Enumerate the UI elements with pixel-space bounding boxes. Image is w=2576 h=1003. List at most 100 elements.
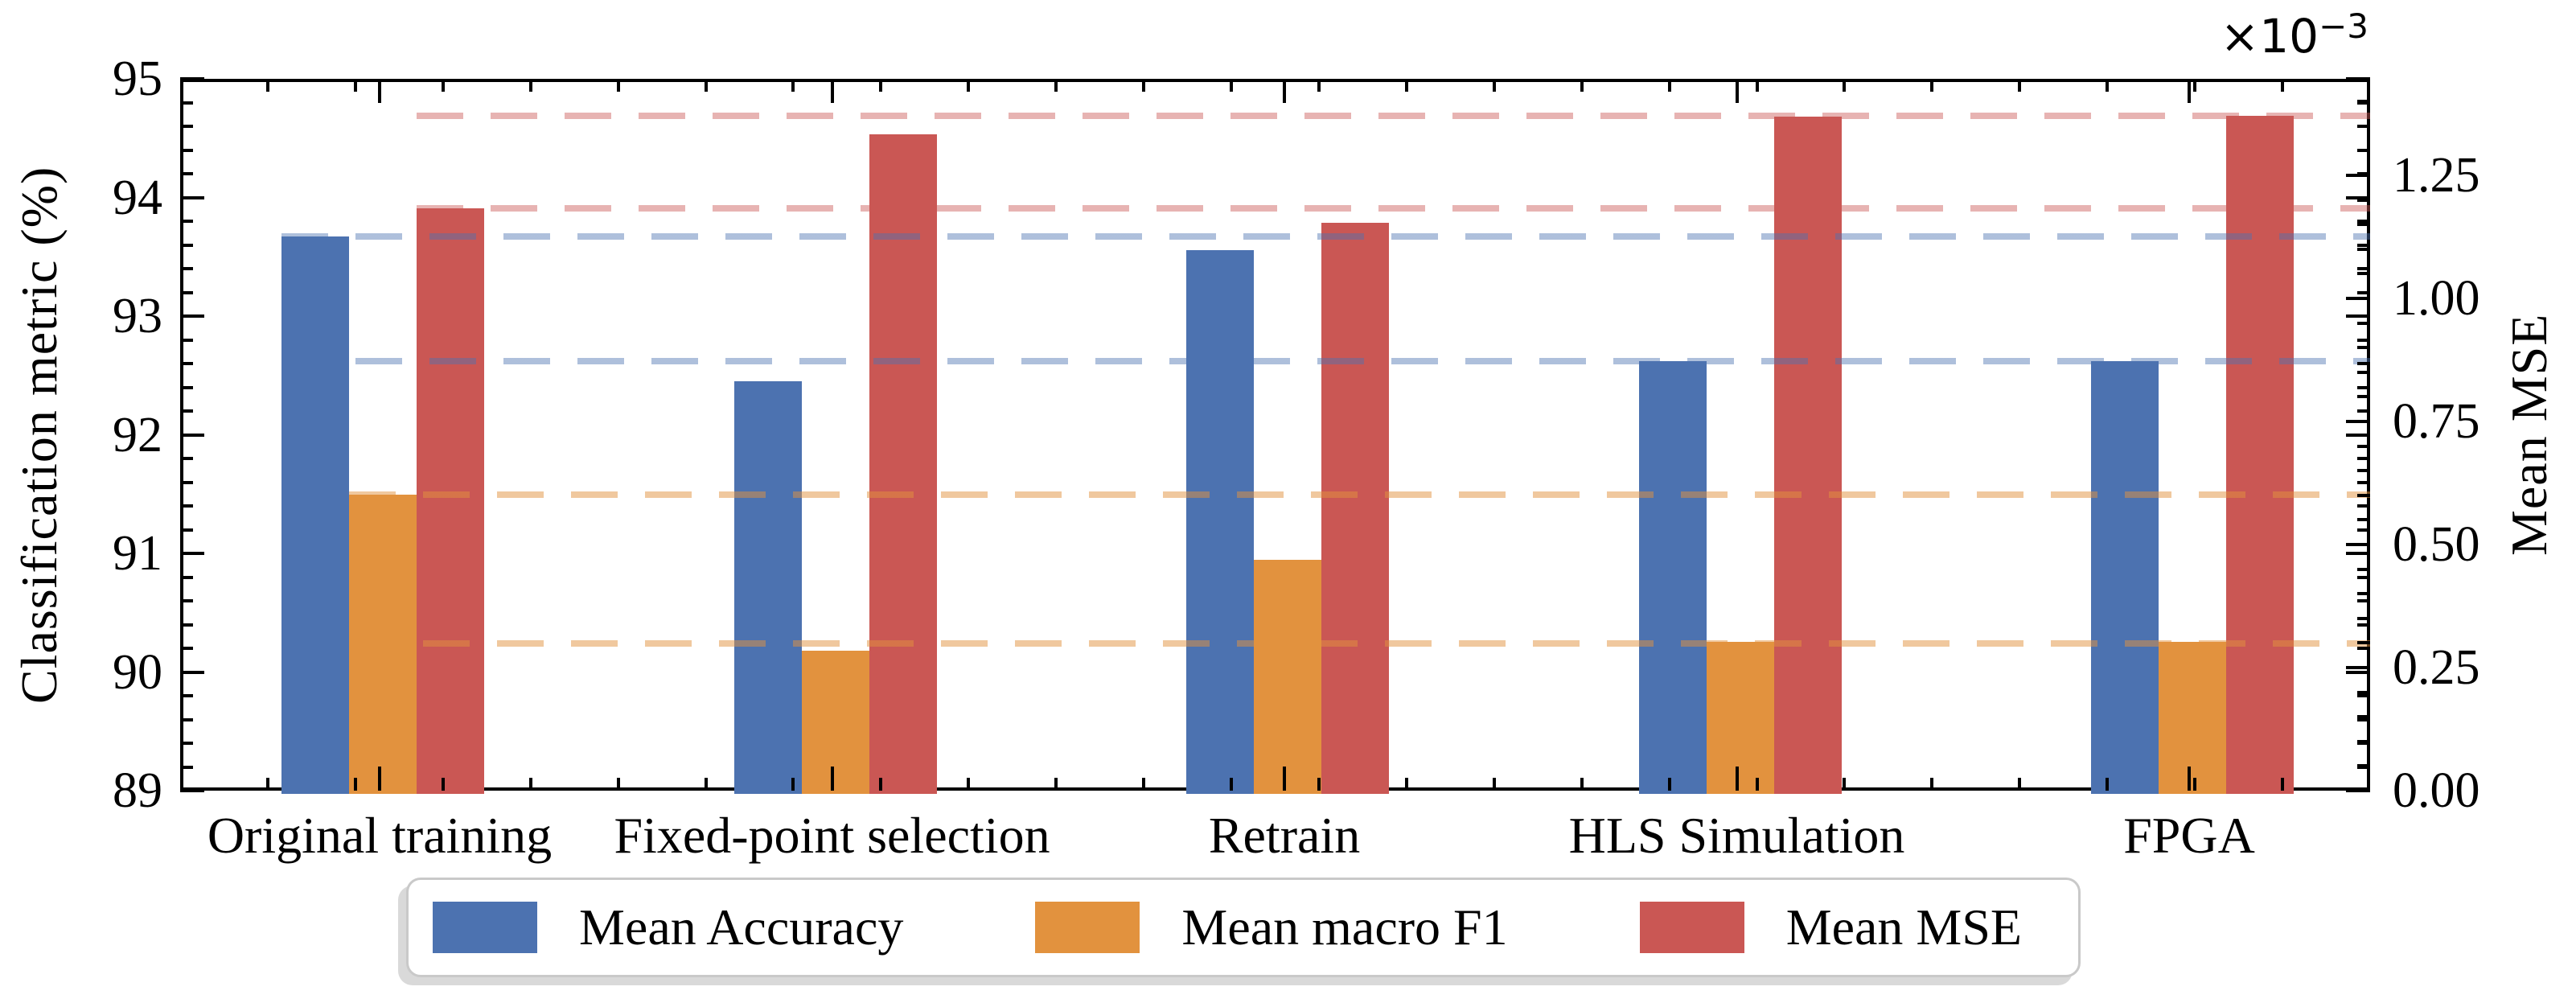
left-tick-label-94: 94 xyxy=(113,170,162,225)
reference-line-mean-accuracy-0 xyxy=(281,232,2370,240)
top-minor-tick xyxy=(265,79,269,92)
left-minor-tick xyxy=(180,172,193,175)
left-minor-tick xyxy=(180,148,193,152)
left-tick-label-92: 92 xyxy=(113,407,162,462)
left-minor-tick xyxy=(180,243,193,247)
bottom-minor-tick xyxy=(1142,778,1146,791)
bar-mean-mse-hls-simulation xyxy=(1773,117,1842,794)
reference-line-mean-macro-f1-2 xyxy=(349,491,2370,499)
top-minor-tick xyxy=(441,79,445,92)
right-axis-major-tick-0.5 xyxy=(2346,542,2370,546)
left-minor-tick xyxy=(180,528,193,532)
right-axis-minor-tick xyxy=(2357,124,2370,128)
bottom-minor-tick xyxy=(704,778,708,791)
offset-exponent: −3 xyxy=(2319,6,2369,46)
bottom-minor-tick xyxy=(1667,778,1671,791)
top-minor-tick xyxy=(2018,79,2022,92)
top-major-tick-original-training xyxy=(378,79,381,103)
right-axis-major-tick-0.75 xyxy=(2346,419,2370,423)
bottom-minor-tick xyxy=(1230,778,1234,791)
bar-mean-macro-f1-retrain xyxy=(1254,560,1321,794)
category-label-original-training: Original training xyxy=(207,807,553,864)
right-axis-minor-tick xyxy=(2357,715,2370,719)
top-minor-tick xyxy=(2281,79,2285,92)
bottom-minor-tick xyxy=(1843,778,1847,791)
bottom-major-tick-fixed-point-selection xyxy=(830,767,834,791)
right-axis-minor-tick xyxy=(2357,198,2370,202)
left-minor-tick xyxy=(180,125,193,128)
left-minor-tick xyxy=(180,385,193,389)
left-tick-label-90: 90 xyxy=(113,644,162,700)
bottom-minor-tick xyxy=(441,778,445,791)
top-major-tick-fpga xyxy=(2188,79,2191,103)
right-axis-minor-tick xyxy=(2357,100,2370,104)
right-minor-tick-l xyxy=(2357,717,2370,721)
left-minor-tick xyxy=(180,504,193,508)
right-minor-tick-l xyxy=(2357,385,2370,389)
bottom-minor-tick xyxy=(1054,778,1058,791)
mean-mse-legend-label: Mean MSE xyxy=(1785,898,2022,956)
left-minor-tick xyxy=(180,742,193,745)
bottom-major-tick-original-training xyxy=(378,767,381,791)
right-minor-tick-l xyxy=(2357,267,2370,270)
legend-item-mean-mse: Mean MSE xyxy=(1639,898,2022,957)
mean-mse-swatch xyxy=(1639,902,1744,953)
bottom-minor-tick xyxy=(1404,778,1408,791)
bar-mean-macro-f1-fpga xyxy=(2159,642,2226,794)
top-minor-tick xyxy=(1930,79,1934,92)
top-minor-tick xyxy=(1230,79,1234,92)
bar-mean-mse-fpga xyxy=(2226,115,2294,794)
right-axis-minor-tick xyxy=(2357,444,2370,448)
right-minor-tick-l xyxy=(2357,504,2370,508)
right-minor-tick-l xyxy=(2357,528,2370,532)
right-axis-major-tick-0 xyxy=(2346,789,2370,792)
top-minor-tick xyxy=(791,79,795,92)
left-minor-tick xyxy=(180,575,193,579)
bottom-minor-tick xyxy=(967,778,971,791)
right-axis-minor-tick xyxy=(2357,567,2370,571)
left-minor-tick xyxy=(180,694,193,697)
top-minor-tick xyxy=(967,79,971,92)
right-axis-minor-tick xyxy=(2357,592,2370,596)
mean-macro-f1-legend-label: Mean macro F1 xyxy=(1181,898,1508,956)
left-minor-tick xyxy=(180,599,193,602)
left-minor-tick xyxy=(180,362,193,365)
right-axis-minor-tick xyxy=(2357,346,2370,350)
bar-mean-macro-f1-fixed-point-selection xyxy=(801,650,869,794)
top-minor-tick xyxy=(1667,79,1671,92)
top-minor-tick xyxy=(353,79,357,92)
left-tick-label-95: 95 xyxy=(113,51,162,106)
right-minor-tick-l xyxy=(2357,694,2370,697)
bottom-minor-tick xyxy=(1930,778,1934,791)
top-minor-tick xyxy=(1492,79,1496,92)
bar-mean-accuracy-hls-simulation xyxy=(1638,360,1707,794)
right-minor-tick-l xyxy=(2357,338,2370,342)
right-major-tick-l94 xyxy=(2346,195,2370,199)
left-minor-tick xyxy=(180,717,193,721)
right-axis-major-tick-1.25 xyxy=(2346,173,2370,177)
right-minor-tick-l xyxy=(2357,409,2370,413)
right-axis-minor-tick xyxy=(2357,739,2370,743)
top-minor-tick xyxy=(1317,79,1321,92)
left-minor-tick xyxy=(180,101,193,105)
bar-mean-mse-retrain xyxy=(1321,223,1389,794)
right-major-tick-l95 xyxy=(2346,77,2370,80)
category-label-retrain: Retrain xyxy=(1208,807,1361,864)
bottom-minor-tick xyxy=(791,778,795,791)
bottom-minor-tick xyxy=(1492,778,1496,791)
right-axis-minor-tick xyxy=(2357,223,2370,227)
left-minor-tick xyxy=(180,623,193,627)
top-minor-tick xyxy=(2193,79,2197,92)
bottom-minor-tick xyxy=(528,778,532,791)
bottom-minor-tick xyxy=(616,778,620,791)
category-label-hls-simulation: HLS Simulation xyxy=(1568,807,1905,864)
left-major-tick-93 xyxy=(180,314,204,318)
bottom-minor-tick xyxy=(2106,778,2110,791)
left-minor-tick xyxy=(180,457,193,460)
top-minor-tick xyxy=(1054,79,1058,92)
right-major-tick-l93 xyxy=(2346,314,2370,318)
right-tick-label-1: 1.00 xyxy=(2393,270,2480,326)
reference-line-mean-mse-5 xyxy=(417,204,2370,212)
bottom-major-tick-hls-simulation xyxy=(1735,767,1739,791)
